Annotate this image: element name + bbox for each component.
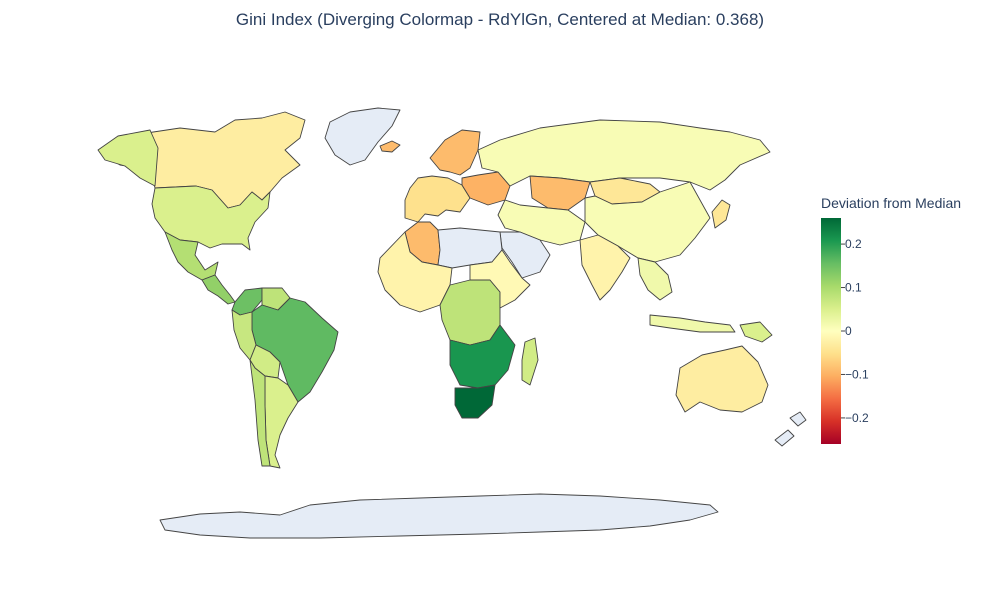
region-greenland[interactable] — [324, 107, 401, 166]
region-alaska[interactable] — [97, 129, 159, 187]
region-southeast-asia[interactable] — [637, 257, 673, 301]
region-papua-new-guinea[interactable] — [739, 321, 773, 343]
region-iceland[interactable] — [379, 140, 401, 153]
region-australia[interactable] — [675, 345, 769, 413]
region-indonesia[interactable] — [649, 314, 736, 333]
region-western-europe[interactable] — [404, 175, 471, 223]
region-peru[interactable] — [231, 309, 257, 361]
map-title: Gini Index (Diverging Colormap - RdYlGn,… — [235, 10, 765, 29]
region-new-zealand[interactable] — [774, 411, 807, 447]
region-southern-africa[interactable] — [449, 324, 516, 389]
region-india[interactable] — [579, 234, 631, 301]
region-russia[interactable] — [477, 119, 771, 191]
region-chile[interactable] — [249, 359, 271, 467]
region-central-africa[interactable] — [439, 279, 501, 346]
region-scandinavia[interactable] — [429, 129, 481, 176]
region-mexico[interactable] — [164, 231, 219, 281]
region-madagascar[interactable] — [521, 337, 539, 386]
region-japan[interactable] — [711, 199, 731, 229]
region-arabian-peninsula[interactable] — [499, 231, 551, 279]
region-antarctica[interactable] — [159, 493, 719, 539]
region-kazakhstan[interactable] — [529, 175, 591, 211]
region-middle-east[interactable] — [497, 199, 586, 246]
region-central-america[interactable] — [201, 274, 236, 305]
region-south-africa[interactable] — [454, 384, 496, 419]
region-horn-of-africa[interactable] — [469, 249, 531, 309]
